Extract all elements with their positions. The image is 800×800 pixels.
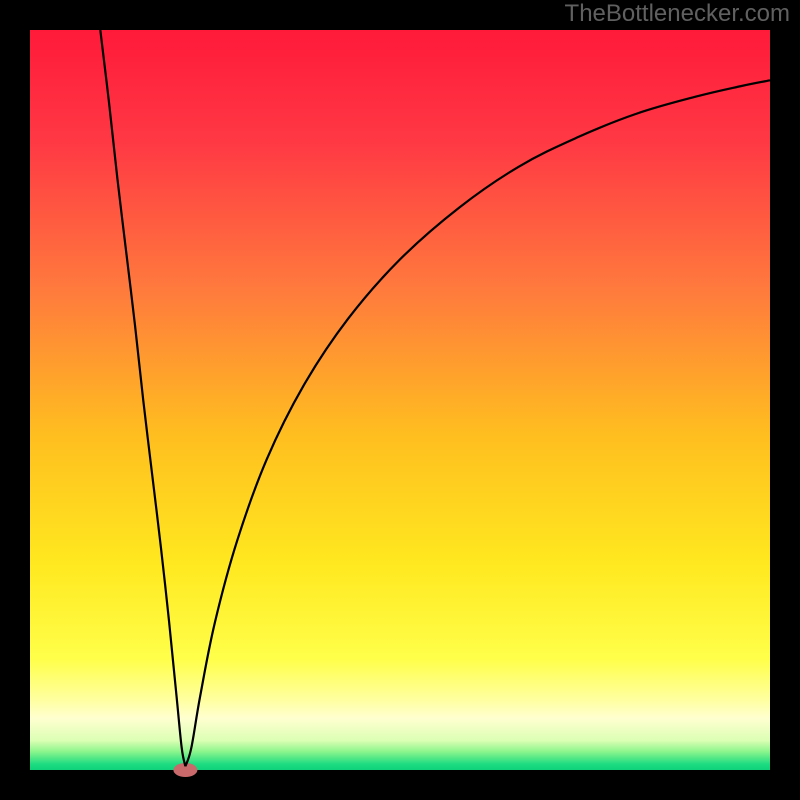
bottleneck-chart	[0, 0, 800, 800]
plot-background	[30, 30, 770, 770]
chart-container: TheBottlenecker.com	[0, 0, 800, 800]
